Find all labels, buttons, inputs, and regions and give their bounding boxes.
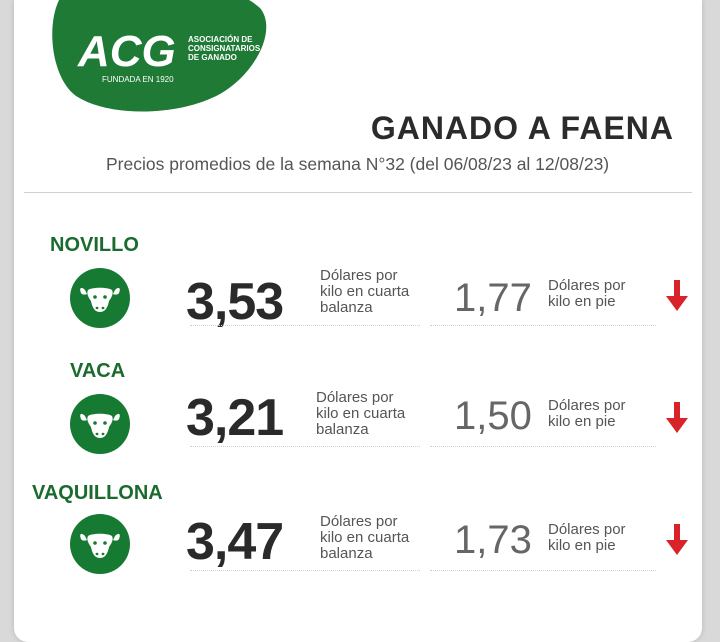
category-name: NOVILLO — [50, 234, 139, 256]
cow-head-icon — [70, 514, 130, 574]
row-divider — [190, 325, 420, 326]
row-divider — [190, 570, 420, 571]
down-arrow-icon — [666, 402, 688, 433]
row-divider — [430, 446, 656, 447]
row-divider — [430, 570, 656, 571]
down-arrow-icon — [666, 280, 688, 311]
row-divider — [190, 446, 420, 447]
unit-pie: Dólares por kilo en pie — [548, 277, 626, 310]
cow-head-icon — [70, 268, 130, 328]
logo-org-line1: ASOCIACIÓN DE — [188, 35, 253, 44]
price-cuarta: 3,47 — [186, 513, 284, 571]
page-title: GANADO A FAENA — [370, 110, 674, 146]
price-cuarta: 3,53 — [186, 273, 284, 331]
header-divider — [24, 192, 692, 193]
logo-founded: FUNDADA EN 1920 — [102, 75, 174, 84]
unit-cuarta: Dólares por kilo en cuarta balanza — [316, 389, 406, 438]
price-cuarta: 3,21 — [186, 389, 284, 447]
category-name: VACA — [70, 360, 126, 382]
price-pie: 1,73 — [454, 518, 532, 562]
row-divider — [430, 325, 656, 326]
price-pie: 1,50 — [454, 394, 532, 438]
unit-pie: Dólares por kilo en pie — [548, 521, 626, 554]
down-arrow-icon — [666, 524, 688, 555]
category-name: VAQUILLONA — [32, 482, 163, 504]
cow-head-icon — [70, 394, 130, 454]
page-subtitle: Precios promedios de la semana N°32 (del… — [106, 154, 610, 174]
logo-org-line2: CONSIGNATARIOS — [188, 44, 261, 53]
unit-cuarta: Dólares por kilo en cuarta balanza — [320, 513, 410, 562]
logo-org-line3: DE GANADO — [188, 53, 237, 62]
price-pie: 1,77 — [454, 276, 532, 320]
unit-cuarta: Dólares por kilo en cuarta balanza — [320, 267, 410, 316]
price-card: ACG ASOCIACIÓN DE CONSIGNATARIOS DE GANA… — [14, 0, 702, 642]
acg-logo: ACG ASOCIACIÓN DE CONSIGNATARIOS DE GANA… — [52, 0, 267, 112]
unit-pie: Dólares por kilo en pie — [548, 397, 626, 430]
logo-letters: ACG — [77, 27, 176, 76]
